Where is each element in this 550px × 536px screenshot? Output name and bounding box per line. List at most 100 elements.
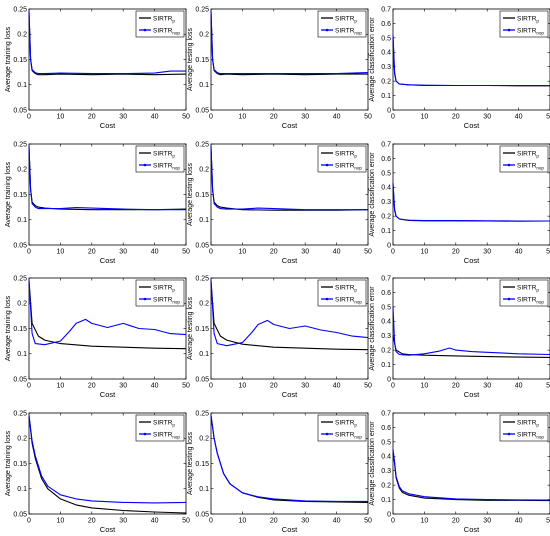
x-tick-label: 40 — [151, 249, 159, 256]
x-tick-label: 0 — [27, 249, 31, 256]
legend-marker — [325, 432, 329, 436]
x-axis-label: Cost — [282, 390, 298, 399]
legend-entry: SIRTRnop — [335, 28, 362, 36]
y-axis-label: Average training loss — [5, 161, 12, 227]
x-tick-label: 0 — [391, 518, 395, 525]
chart-panel-8: 0 10 20 30 40 50 0.05 0.1 0.15 0.2 0.25 Cost Average… — [187, 275, 372, 399]
y-tick-label: 0.6 — [381, 425, 391, 432]
x-axis-label: Cost — [282, 525, 298, 534]
x-tick-label: 20 — [452, 383, 460, 390]
x-tick-label: 0 — [27, 114, 31, 121]
x-tick-label: 40 — [515, 114, 523, 121]
legend-entry: SIRTRp — [517, 151, 539, 159]
y-tick-label: 0.25 — [13, 275, 27, 282]
x-tick-label: 50 — [364, 249, 372, 256]
x-tick-label: 50 — [546, 114, 550, 121]
y-tick-label: 0.2 — [199, 436, 209, 443]
x-axis-label: Cost — [282, 121, 298, 130]
x-tick-label: 40 — [515, 518, 523, 525]
y-tick-label: 0.3 — [381, 333, 391, 340]
x-tick-label: 10 — [239, 383, 247, 390]
x-axis-label: Cost — [464, 256, 480, 265]
x-tick-label: 50 — [364, 383, 372, 390]
series-line-sirtr-nop — [210, 280, 369, 347]
y-tick-label: 0.25 — [13, 141, 27, 148]
y-tick-label: 0.2 — [17, 167, 27, 174]
y-tick-label: 0.4 — [381, 454, 391, 461]
series-line-sirtr-nop — [210, 415, 368, 502]
y-tick-label: 0.2 — [199, 32, 209, 39]
legend-box — [317, 414, 367, 442]
y-tick-label: 0.1 — [17, 217, 27, 224]
y-tick-label: 0.05 — [195, 242, 209, 249]
series-line-sirtr-p — [210, 280, 369, 351]
y-tick-label: 0.1 — [17, 351, 27, 358]
legend-entry: SIRTRnop — [335, 163, 362, 171]
series-line-sirtr-nop — [28, 11, 186, 75]
legend-marker — [325, 297, 329, 301]
legend-marker — [325, 28, 329, 32]
y-axis-label: Average classification error — [369, 286, 376, 371]
y-axis-label: Average classification error — [369, 152, 376, 237]
y-tick-label: 0.15 — [195, 461, 209, 468]
x-tick-label: 50 — [182, 518, 190, 525]
legend-marker — [143, 297, 147, 301]
legend-entry: SIRTRnop — [335, 432, 362, 440]
legend-marker — [507, 163, 511, 167]
y-tick-label: 0.05 — [195, 107, 209, 114]
y-tick-label: 0.7 — [381, 141, 391, 148]
x-axis-label: Cost — [464, 525, 480, 534]
x-tick-label: 0 — [209, 114, 213, 121]
x-tick-label: 10 — [239, 249, 247, 256]
series-line-sirtr-nop — [392, 449, 550, 501]
series-line-sirtr-nop — [28, 415, 187, 504]
legend-entry: SIRTRnop — [517, 28, 544, 36]
y-tick-label: 0.4 — [381, 185, 391, 192]
x-axis-label: Cost — [100, 525, 116, 534]
y-tick-label: 0.7 — [381, 6, 391, 13]
x-tick-label: 20 — [270, 114, 278, 121]
legend-marker — [143, 28, 147, 32]
x-axis-label: Cost — [100, 256, 116, 265]
x-tick-label: 10 — [421, 249, 429, 256]
x-tick-label: 30 — [483, 383, 491, 390]
y-tick-label: 0.1 — [381, 497, 391, 504]
chart-panel-3: 0 10 20 30 40 50 0 0.1 0.2 0.3 0.4 0.5 0.6 0.7 Cost Ave… — [369, 6, 550, 130]
x-tick-label: 50 — [546, 383, 550, 390]
legend-entry: SIRTRp — [335, 16, 357, 24]
x-tick-label: 40 — [151, 383, 159, 390]
legend-marker — [507, 432, 511, 436]
legend-marker — [507, 28, 511, 32]
series-line-sirtr-nop — [392, 306, 550, 356]
legend-box — [317, 145, 367, 173]
y-tick-label: 0 — [387, 376, 391, 383]
x-tick-label: 50 — [546, 249, 550, 256]
y-tick-label: 0.05 — [13, 107, 27, 114]
y-tick-label: 0.3 — [381, 199, 391, 206]
y-tick-label: 0.2 — [17, 32, 27, 39]
y-tick-label: 0.4 — [381, 319, 391, 326]
y-tick-label: 0.1 — [199, 351, 209, 358]
x-tick-label: 0 — [391, 249, 395, 256]
legend-entry: SIRTRnop — [517, 297, 544, 305]
x-tick-label: 30 — [301, 114, 309, 121]
series-line-sirtr-nop — [28, 146, 186, 211]
x-tick-label: 40 — [151, 114, 159, 121]
x-tick-label: 20 — [88, 383, 96, 390]
y-tick-label: 0.1 — [381, 93, 391, 100]
chart-panel-5: 0 10 20 30 40 50 0.05 0.1 0.15 0.2 0.25 Cost Average… — [187, 141, 372, 265]
chart-panel-12: 0 10 20 30 40 50 0 0.1 0.2 0.3 0.4 0.5 0.6 0.7 Cost Ave… — [369, 410, 550, 534]
y-tick-label: 0.7 — [381, 275, 391, 282]
legend-box — [135, 414, 185, 442]
y-axis-label: Average testing loss — [187, 163, 194, 226]
x-tick-label: 20 — [452, 249, 460, 256]
x-tick-label: 0 — [27, 518, 31, 525]
x-tick-label: 20 — [452, 114, 460, 121]
x-axis-label: Cost — [100, 121, 116, 130]
x-tick-label: 20 — [270, 383, 278, 390]
y-tick-label: 0.1 — [17, 486, 27, 493]
legend-entry: SIRTRnop — [517, 163, 544, 171]
series-line-sirtr-p — [392, 335, 550, 358]
x-tick-label: 20 — [270, 518, 278, 525]
x-tick-label: 20 — [88, 518, 96, 525]
